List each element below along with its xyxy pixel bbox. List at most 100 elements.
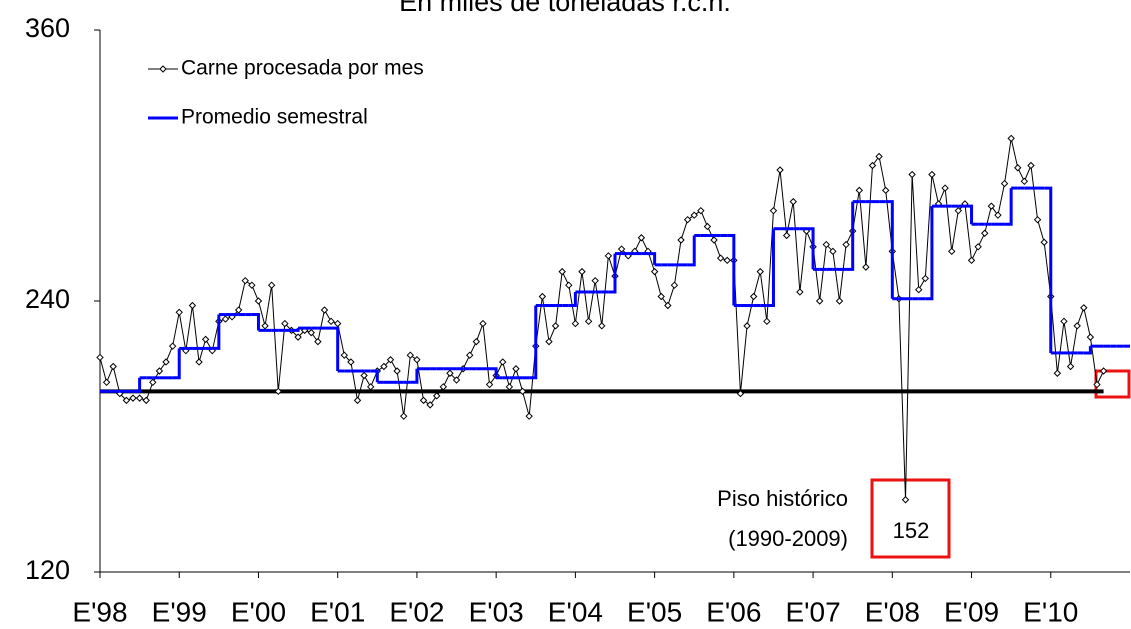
point <box>716 254 725 262</box>
point <box>505 383 514 391</box>
x-tick-label: E'09 <box>944 596 999 627</box>
point <box>426 401 434 409</box>
semester-step <box>1004 188 1013 226</box>
point <box>327 317 335 326</box>
monthly-line <box>99 138 1105 500</box>
point <box>307 328 315 337</box>
point <box>670 281 679 289</box>
highlight-box <box>870 478 951 559</box>
point <box>1033 215 1042 224</box>
semester-step <box>806 227 815 270</box>
y-tick-label: 360 <box>25 13 70 43</box>
point <box>380 362 388 371</box>
point <box>901 496 910 504</box>
point <box>320 306 329 314</box>
semester-step <box>964 204 974 225</box>
point <box>400 412 408 420</box>
x-tick-label: E'10 <box>1023 596 1078 627</box>
point <box>413 356 421 364</box>
semester-step <box>133 377 142 393</box>
point <box>571 319 580 328</box>
point <box>175 308 183 316</box>
point <box>109 362 117 371</box>
point <box>188 301 197 310</box>
semester-step <box>331 326 340 372</box>
x-tick-label: E'03 <box>469 596 524 627</box>
point <box>406 351 415 359</box>
point <box>987 202 996 210</box>
point <box>584 317 593 326</box>
point <box>155 367 164 375</box>
semester-step <box>648 252 657 265</box>
semester-step <box>1044 186 1053 353</box>
point <box>162 358 170 366</box>
point <box>1080 304 1088 312</box>
point <box>558 267 566 276</box>
point <box>842 240 850 249</box>
point <box>855 186 864 195</box>
point <box>565 281 573 289</box>
point <box>815 297 824 305</box>
point <box>862 263 870 271</box>
point <box>664 301 672 310</box>
point <box>1027 161 1035 170</box>
point <box>1040 238 1048 246</box>
x-tick-label: E'04 <box>548 596 603 627</box>
point <box>710 236 718 244</box>
point <box>1093 380 1101 389</box>
point <box>782 231 791 240</box>
point <box>1099 367 1108 375</box>
point <box>248 281 256 289</box>
point <box>221 315 230 323</box>
point <box>551 322 560 330</box>
point <box>347 358 355 366</box>
point <box>129 394 137 402</box>
point <box>875 152 883 161</box>
semester-step <box>846 201 855 271</box>
floor-label: Piso histórico <box>717 486 848 511</box>
point <box>419 396 428 405</box>
semester-step <box>687 235 696 267</box>
point <box>479 319 487 328</box>
point <box>452 376 461 384</box>
semester-step <box>727 234 736 306</box>
point <box>135 394 144 402</box>
point <box>776 166 784 174</box>
x-tick-label: E'06 <box>706 596 761 627</box>
point <box>1086 333 1095 341</box>
point <box>353 396 362 405</box>
point <box>703 222 712 231</box>
x-tick-label: E'07 <box>785 596 840 627</box>
y-tick-label: 240 <box>25 284 70 314</box>
point <box>908 170 916 179</box>
semester-step <box>885 200 894 299</box>
point <box>360 371 368 380</box>
point <box>525 412 533 420</box>
point <box>446 369 454 377</box>
point <box>485 380 494 389</box>
point <box>789 197 797 206</box>
x-tick-label: E'08 <box>865 596 920 627</box>
point <box>234 306 243 314</box>
point <box>254 297 263 305</box>
legend-marker <box>159 65 167 73</box>
point <box>974 243 982 251</box>
semester-step <box>410 368 419 384</box>
point <box>967 256 976 265</box>
x-tick-label: E'00 <box>231 596 286 627</box>
semester-step <box>212 314 221 350</box>
point <box>433 392 441 400</box>
point <box>598 322 606 330</box>
point <box>697 206 705 215</box>
min-label: 152 <box>893 518 930 543</box>
point <box>261 322 269 330</box>
x-tick-label: E'01 <box>310 596 365 627</box>
point <box>168 342 177 350</box>
point <box>333 319 342 328</box>
point <box>796 288 804 296</box>
point <box>267 281 276 289</box>
x-tick-label: E'02 <box>389 596 444 627</box>
point <box>102 378 111 387</box>
point <box>743 322 751 330</box>
